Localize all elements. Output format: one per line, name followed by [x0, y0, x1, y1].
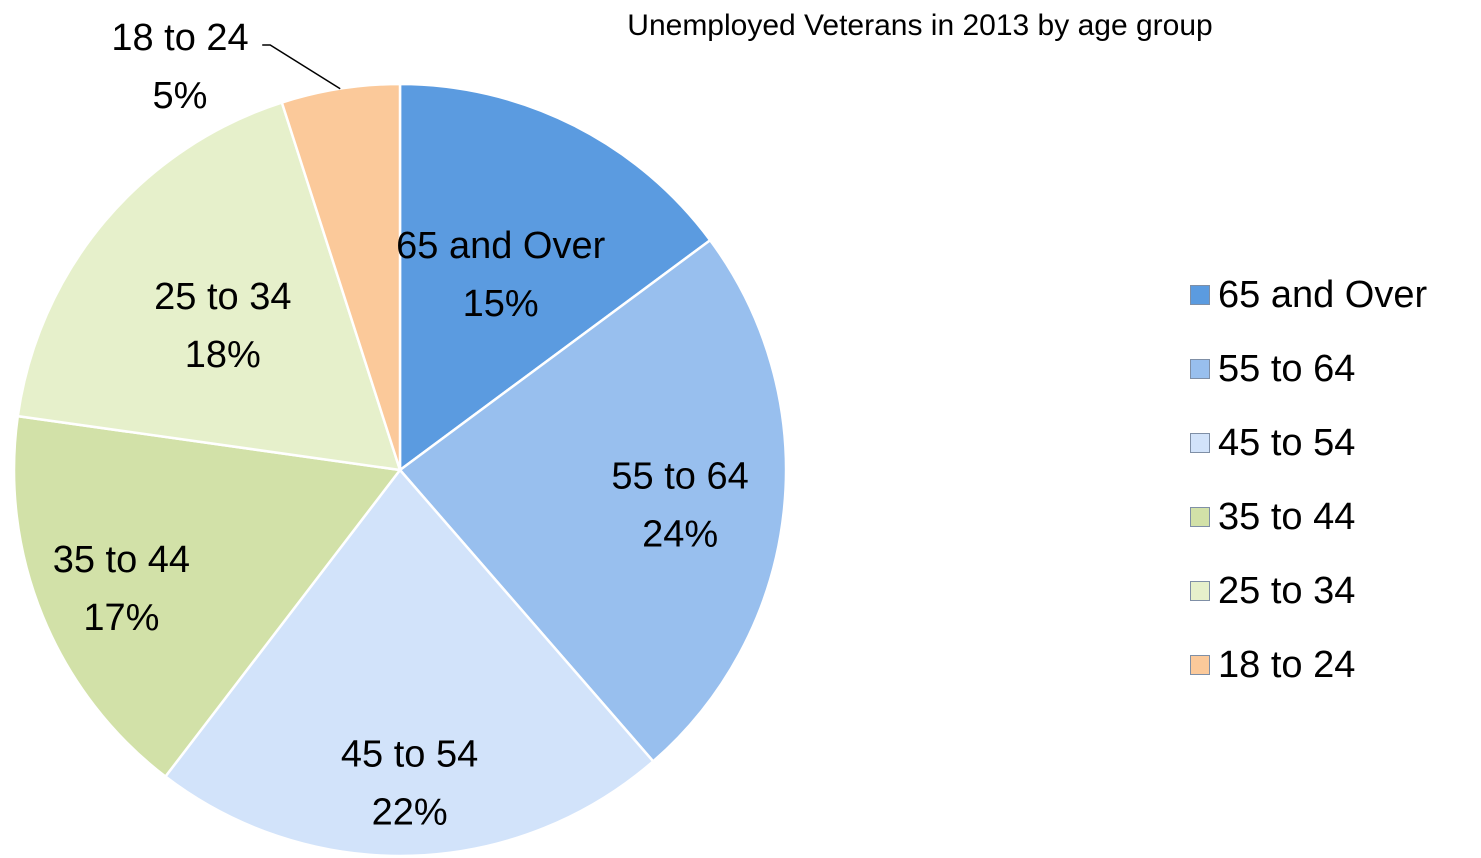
- pie-slice-65-and-over: [398, 82, 712, 473]
- slice-label-35-to-44: 35 to 44: [53, 539, 190, 581]
- pie-slices: [12, 82, 788, 858]
- pie-slice-45-to-54: [163, 468, 655, 858]
- leader-lines: [262, 44, 341, 90]
- slice-value-25-to-34: 18%: [185, 334, 261, 376]
- leader-line-18-to-24: [262, 44, 341, 90]
- legend-item-55-to-64: 55 to 64: [1190, 332, 1480, 406]
- slice-label-45-to-54: 45 to 54: [341, 734, 478, 776]
- slice-value-65-and-over: 15%: [463, 283, 539, 325]
- slice-label-65-and-over: 65 and Over: [396, 225, 605, 267]
- legend-label: 65 and Over: [1218, 274, 1428, 316]
- legend-swatch: [1190, 359, 1210, 379]
- slice-label-18-to-24: 18 to 24: [111, 17, 248, 59]
- legend-swatch: [1190, 581, 1210, 601]
- legend-label: 35 to 44: [1218, 496, 1356, 538]
- slice-value-18-to-24: 5%: [153, 75, 208, 117]
- pie-slice-25-to-34: [16, 100, 402, 472]
- pie-slice-55-to-64: [398, 238, 788, 764]
- legend-swatch: [1190, 285, 1210, 305]
- slice-label-55-to-64: 55 to 64: [611, 456, 748, 498]
- legend-label: 45 to 54: [1218, 422, 1356, 464]
- legend-label: 25 to 34: [1218, 570, 1356, 612]
- legend-item-18-to-24: 18 to 24: [1190, 628, 1480, 702]
- slice-labels: 65 and Over 15% 55 to 64 24% 45 to 54 22% 35 t…: [53, 17, 749, 834]
- legend-item-25-to-34: 25 to 34: [1190, 554, 1480, 628]
- legend-swatch: [1190, 507, 1210, 527]
- legend-swatch: [1190, 433, 1210, 453]
- legend-item-45-to-54: 45 to 54: [1190, 406, 1480, 480]
- slice-label-25-to-34: 25 to 34: [154, 276, 291, 318]
- chart-title: Unemployed Veterans in 2013 by age group: [627, 9, 1213, 42]
- legend-label: 55 to 64: [1218, 348, 1356, 390]
- legend-item-65-and-over: 65 and Over: [1190, 258, 1480, 332]
- legend-label: 18 to 24: [1218, 644, 1356, 686]
- slice-value-35-to-44: 17%: [83, 597, 159, 639]
- legend: 65 and Over 55 to 64 45 to 54 35 to 44 2…: [1190, 258, 1480, 702]
- slice-value-55-to-64: 24%: [642, 514, 718, 556]
- legend-item-35-to-44: 35 to 44: [1190, 480, 1480, 554]
- pie-slice-35-to-44: [12, 414, 403, 779]
- legend-swatch: [1190, 655, 1210, 675]
- slice-value-45-to-54: 22%: [372, 792, 448, 834]
